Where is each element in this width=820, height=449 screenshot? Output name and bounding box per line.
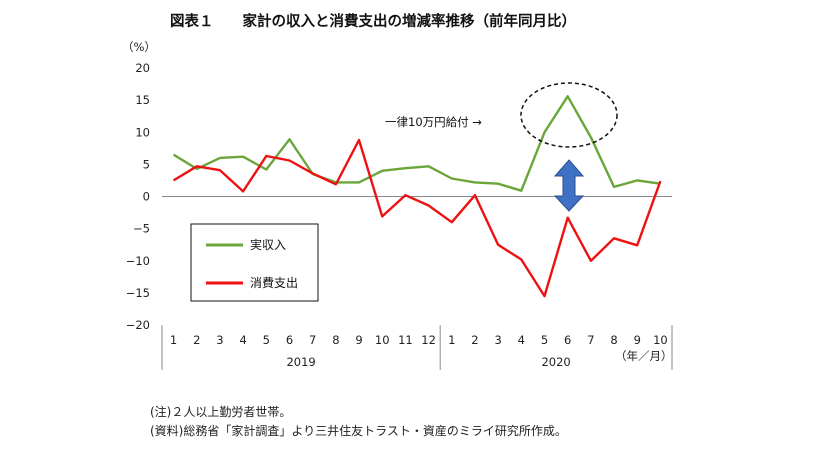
note-target-households: (注)２人以上勤労者世帯。 [150, 405, 292, 419]
highlight-ellipse [520, 82, 618, 148]
y-tick-label: −15 [126, 286, 150, 300]
x-tick-label: 8 [332, 333, 339, 347]
x-tick-label: 6 [286, 333, 293, 347]
y-tick-label: −10 [126, 254, 150, 268]
x-tick-label: 9 [634, 333, 641, 347]
chart-title: 図表１ 家計の収入と消費支出の増減率推移（前年同月比） [170, 12, 576, 30]
x-tick-label: 9 [355, 333, 362, 347]
x-tick-label: 4 [239, 333, 246, 347]
y-tick-label: 10 [135, 125, 150, 139]
footnotes: (注)２人以上勤労者世帯。 (資料)総務省「家計調査」より三井住友トラスト・資産… [150, 403, 567, 441]
series-line-spending [172, 138, 662, 298]
x-tick-label: 8 [610, 333, 617, 347]
gap-double-arrow [553, 159, 585, 212]
x-tick-label: 12 [421, 333, 436, 347]
y-tick-label: −5 [133, 222, 150, 236]
y-tick-label: 20 [135, 61, 150, 75]
x-tick-label: 4 [518, 333, 525, 347]
x-tick-label: 10 [375, 333, 390, 347]
note-source: (資料)総務省「家計調査」より三井住友トラスト・資産のミライ研究所作成。 [150, 424, 567, 438]
legend-label-spending: 消費支出 [250, 275, 298, 290]
x-tick-label: 7 [587, 333, 594, 347]
legend: 実収入 消費支出 [190, 223, 319, 302]
x-tick-label: 11 [398, 333, 413, 347]
legend-label-income: 実収入 [250, 237, 286, 252]
x-tick-label: 7 [309, 333, 316, 347]
y-tick-label: 15 [135, 93, 150, 107]
y-tick-label: −20 [126, 318, 150, 332]
x-tick-label: 1 [170, 333, 177, 347]
year-label: 2019 [286, 355, 315, 369]
x-axis-unit: （年／月） [615, 349, 673, 363]
x-tick-label: 6 [564, 333, 571, 347]
year-label: 2020 [541, 355, 570, 369]
stimulus-annotation: 一律10万円給付 → [385, 115, 482, 129]
x-tick-label: 3 [216, 333, 223, 347]
y-tick-label: 5 [143, 157, 150, 171]
x-tick-label: 5 [541, 333, 548, 347]
x-tick-label: 3 [494, 333, 501, 347]
x-tick-label: 5 [263, 333, 270, 347]
x-tick-label: 10 [653, 333, 668, 347]
x-tick-label: 2 [471, 333, 478, 347]
x-tick-label: 2 [193, 333, 200, 347]
series-line-income [172, 95, 661, 192]
y-axis-unit: （%） [122, 40, 156, 54]
x-tick-label: 1 [448, 333, 455, 347]
y-tick-label: 0 [143, 190, 150, 204]
